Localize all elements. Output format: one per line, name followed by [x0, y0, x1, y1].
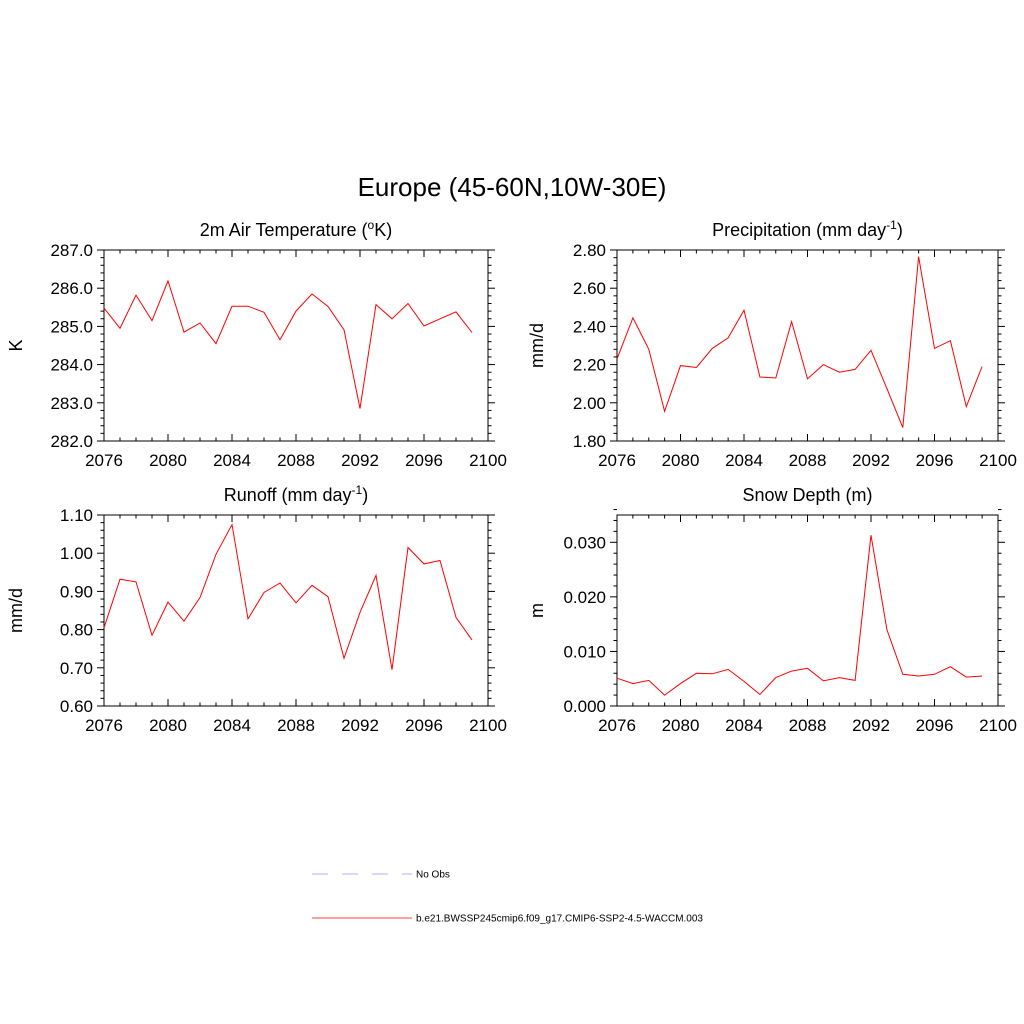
y-tick-label: 283.0 [50, 394, 93, 413]
x-tick-label: 2088 [789, 716, 827, 735]
x-tick-label: 2076 [85, 716, 123, 735]
x-tick-label: 2084 [725, 451, 763, 470]
y-tick-label: 0.010 [563, 642, 606, 661]
y-tick-label: 287.0 [50, 241, 93, 260]
y-tick-label: 0.60 [60, 697, 93, 716]
x-tick-label: 2100 [469, 716, 507, 735]
x-tick-label: 2088 [277, 451, 315, 470]
x-tick-label: 2084 [725, 716, 763, 735]
x-tick-label: 2096 [916, 451, 954, 470]
plot-frame [616, 514, 999, 707]
y-tick-label: 2.80 [573, 241, 606, 260]
x-tick-label: 2096 [405, 451, 443, 470]
plot-frame [103, 514, 489, 707]
y-axis-label: mm/d [527, 323, 547, 368]
y-tick-label: 284.0 [50, 356, 93, 375]
x-tick-label: 2084 [213, 716, 251, 735]
panel-title: Precipitation (mm day-1) [712, 218, 903, 240]
y-tick-label: 1.00 [60, 544, 93, 563]
panel-title: 2m Air Temperature (oK) [200, 218, 392, 240]
y-axis-label: mm/d [6, 588, 26, 633]
y-tick-label: 2.40 [573, 317, 606, 336]
x-tick-label: 2088 [277, 716, 315, 735]
x-tick-label: 2092 [852, 716, 890, 735]
x-tick-label: 2092 [341, 451, 379, 470]
y-tick-label: 0.90 [60, 582, 93, 601]
x-tick-label: 2080 [149, 451, 187, 470]
y-tick-label: 2.60 [573, 279, 606, 298]
y-tick-label: 1.80 [573, 432, 606, 451]
y-tick-label: 0.020 [563, 588, 606, 607]
x-tick-label: 2080 [662, 716, 700, 735]
legend-label: No Obs [416, 870, 450, 881]
legend: No Obs b.e21.BWSSP245cmip6.f09_g17.CMIP6-… [312, 870, 703, 925]
y-tick-label: 286.0 [50, 279, 93, 298]
series-line [616, 535, 983, 696]
legend-label: b.e21.BWSSP245cmip6.f09_g17.CMIP6-SSP2-4… [416, 914, 703, 925]
y-tick-label: 0.70 [60, 659, 93, 678]
panel-3: 2076 2080 2084 2088 2092 2096 2100 0.60 0.70 0.80… [6, 483, 507, 735]
y-tick-label: 1.10 [60, 506, 93, 525]
y-tick-label: 2.00 [573, 394, 606, 413]
y-tick-label: 2.20 [573, 356, 606, 375]
series-line [616, 256, 983, 428]
panel-title: Runoff (mm day-1) [224, 483, 368, 505]
x-tick-label: 2088 [789, 451, 827, 470]
x-tick-label: 2076 [598, 451, 636, 470]
x-tick-label: 2092 [341, 716, 379, 735]
x-tick-label: 2100 [979, 716, 1017, 735]
series-line [103, 279, 473, 409]
y-axis-label: K [6, 339, 26, 351]
plot-frame [103, 249, 489, 442]
x-tick-label: 2092 [852, 451, 890, 470]
x-tick-label: 2096 [405, 716, 443, 735]
y-tick-label: 0.030 [563, 533, 606, 552]
figure-title: Europe (45-60N,10W-30E) [358, 172, 667, 202]
panel-1: 2076 2080 2084 2088 2092 2096 2100 282.0 283.0 28… [6, 218, 507, 470]
panels-group: 2076 2080 2084 2088 2092 2096 2100 282.0 283.0 28… [6, 218, 1017, 735]
x-tick-label: 2076 [85, 451, 123, 470]
x-tick-label: 2080 [662, 451, 700, 470]
y-tick-label: 0.80 [60, 621, 93, 640]
y-tick-label: 285.0 [50, 317, 93, 336]
y-axis-label: m [527, 603, 547, 618]
y-tick-label: 0.000 [563, 697, 606, 716]
panel-title: Snow Depth (m) [742, 485, 872, 505]
x-tick-label: 2080 [149, 716, 187, 735]
series-line [103, 523, 473, 670]
x-tick-label: 2084 [213, 451, 251, 470]
x-tick-label: 2100 [979, 451, 1017, 470]
x-tick-label: 2096 [916, 716, 954, 735]
y-tick-label: 282.0 [50, 432, 93, 451]
panel-4: 2076 2080 2084 2088 2092 2096 2100 0.000 0.010 0.… [527, 485, 1017, 735]
panel-2: 2076 2080 2084 2088 2092 2096 2100 1.80 2.00 2.20… [527, 218, 1017, 470]
x-tick-label: 2076 [598, 716, 636, 735]
x-tick-label: 2100 [469, 451, 507, 470]
